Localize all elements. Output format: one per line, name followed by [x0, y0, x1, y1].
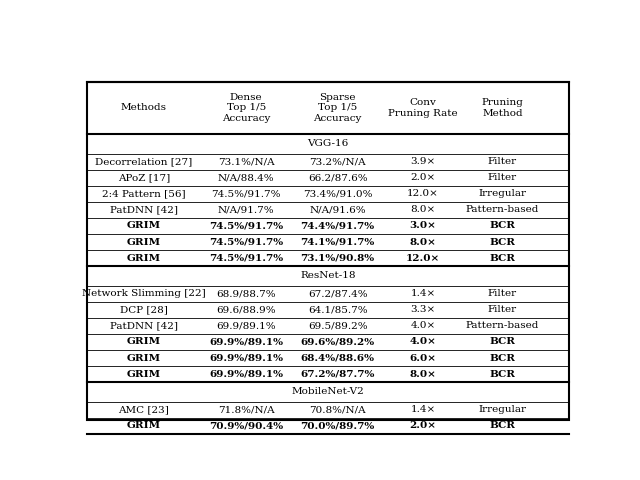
Text: GRIM: GRIM [127, 370, 161, 379]
Text: AMC [23]: AMC [23] [118, 405, 170, 414]
Text: 2.0×: 2.0× [410, 421, 436, 430]
Text: 64.1/85.7%: 64.1/85.7% [308, 305, 367, 314]
Text: 73.1%/N/A: 73.1%/N/A [218, 157, 275, 166]
Text: BCR: BCR [490, 353, 515, 362]
Text: BCR: BCR [490, 370, 515, 379]
Text: 74.5%/91.7%: 74.5%/91.7% [209, 238, 284, 247]
Text: 74.5%/91.7%: 74.5%/91.7% [209, 221, 284, 230]
Text: APoZ [17]: APoZ [17] [118, 173, 170, 182]
Text: 69.6/88.9%: 69.6/88.9% [216, 305, 276, 314]
Text: 2.0×: 2.0× [410, 173, 436, 182]
Text: 8.0×: 8.0× [410, 238, 436, 247]
Text: Pruning
Method: Pruning Method [481, 98, 524, 118]
Text: 8.0×: 8.0× [410, 370, 436, 379]
Text: Pattern-based: Pattern-based [466, 322, 539, 330]
Text: PatDNN [42]: PatDNN [42] [110, 205, 178, 215]
Text: Filter: Filter [488, 305, 517, 314]
Text: 67.2/87.4%: 67.2/87.4% [308, 289, 367, 298]
Text: BCR: BCR [490, 337, 515, 347]
Text: PatDNN [42]: PatDNN [42] [110, 322, 178, 330]
Text: MobileNet-V2: MobileNet-V2 [292, 387, 364, 396]
Text: 70.9%/90.4%: 70.9%/90.4% [209, 421, 284, 430]
Text: Irregular: Irregular [479, 189, 527, 198]
Text: 3.9×: 3.9× [410, 157, 436, 166]
Text: 68.4%/88.6%: 68.4%/88.6% [301, 353, 374, 362]
Text: BCR: BCR [490, 421, 515, 430]
Text: 67.2%/87.7%: 67.2%/87.7% [300, 370, 375, 379]
Text: GRIM: GRIM [127, 353, 161, 362]
Text: 74.4%/91.7%: 74.4%/91.7% [301, 221, 374, 230]
Text: Sparse
Top 1/5
Accuracy: Sparse Top 1/5 Accuracy [314, 93, 362, 123]
Text: 66.2/87.6%: 66.2/87.6% [308, 173, 367, 182]
Text: 4.0×: 4.0× [410, 337, 436, 347]
Text: 3.3×: 3.3× [410, 305, 436, 314]
Text: Irregular: Irregular [479, 405, 527, 414]
Text: 73.4%/91.0%: 73.4%/91.0% [303, 189, 372, 198]
Text: GRIM: GRIM [127, 253, 161, 263]
Text: N/A/91.7%: N/A/91.7% [218, 205, 275, 215]
Text: 69.9%/89.1%: 69.9%/89.1% [209, 353, 284, 362]
Text: 70.8%/N/A: 70.8%/N/A [309, 405, 366, 414]
Text: VGG-16: VGG-16 [307, 139, 349, 148]
Text: 73.1%/90.8%: 73.1%/90.8% [301, 253, 374, 263]
Text: Conv
Pruning Rate: Conv Pruning Rate [388, 98, 458, 118]
Text: 1.4×: 1.4× [410, 405, 436, 414]
Text: N/A/88.4%: N/A/88.4% [218, 173, 275, 182]
Text: N/A/91.6%: N/A/91.6% [309, 205, 366, 215]
Text: GRIM: GRIM [127, 221, 161, 230]
Text: Pattern-based: Pattern-based [466, 205, 539, 215]
Text: BCR: BCR [490, 238, 515, 247]
Text: 6.0×: 6.0× [410, 353, 436, 362]
Text: GRIM: GRIM [127, 238, 161, 247]
Text: 73.2%/N/A: 73.2%/N/A [309, 157, 366, 166]
Text: 12.0×: 12.0× [406, 253, 440, 263]
Text: Decorrelation [27]: Decorrelation [27] [95, 157, 193, 166]
Text: 12.0×: 12.0× [407, 189, 439, 198]
Text: 8.0×: 8.0× [410, 205, 436, 215]
Text: 69.5/89.2%: 69.5/89.2% [308, 322, 367, 330]
Text: Network Slimming [22]: Network Slimming [22] [82, 289, 206, 298]
Text: GRIM: GRIM [127, 421, 161, 430]
Text: 69.9%/89.1%: 69.9%/89.1% [209, 370, 284, 379]
Text: Dense
Top 1/5
Accuracy: Dense Top 1/5 Accuracy [222, 93, 270, 123]
Text: 69.9/89.1%: 69.9/89.1% [216, 322, 276, 330]
Text: 74.5%/91.7%: 74.5%/91.7% [209, 253, 284, 263]
Text: 4.0×: 4.0× [410, 322, 436, 330]
Text: Filter: Filter [488, 157, 517, 166]
Text: Filter: Filter [488, 173, 517, 182]
Text: 69.9%/89.1%: 69.9%/89.1% [209, 337, 284, 347]
Text: 3.0×: 3.0× [410, 221, 436, 230]
Text: 71.8%/N/A: 71.8%/N/A [218, 405, 275, 414]
Text: 69.6%/89.2%: 69.6%/89.2% [301, 337, 374, 347]
Text: Methods: Methods [121, 103, 167, 112]
Text: Filter: Filter [488, 289, 517, 298]
Text: 70.0%/89.7%: 70.0%/89.7% [301, 421, 375, 430]
Text: 2:4 Pattern [56]: 2:4 Pattern [56] [102, 189, 186, 198]
Text: 1.4×: 1.4× [410, 289, 436, 298]
Text: 74.5%/91.7%: 74.5%/91.7% [211, 189, 281, 198]
Text: 74.1%/91.7%: 74.1%/91.7% [301, 238, 375, 247]
Text: DCP [28]: DCP [28] [120, 305, 168, 314]
Text: ResNet-18: ResNet-18 [300, 271, 356, 280]
Text: BCR: BCR [490, 253, 515, 263]
Text: BCR: BCR [490, 221, 515, 230]
Text: 68.9/88.7%: 68.9/88.7% [216, 289, 276, 298]
Text: GRIM: GRIM [127, 337, 161, 347]
